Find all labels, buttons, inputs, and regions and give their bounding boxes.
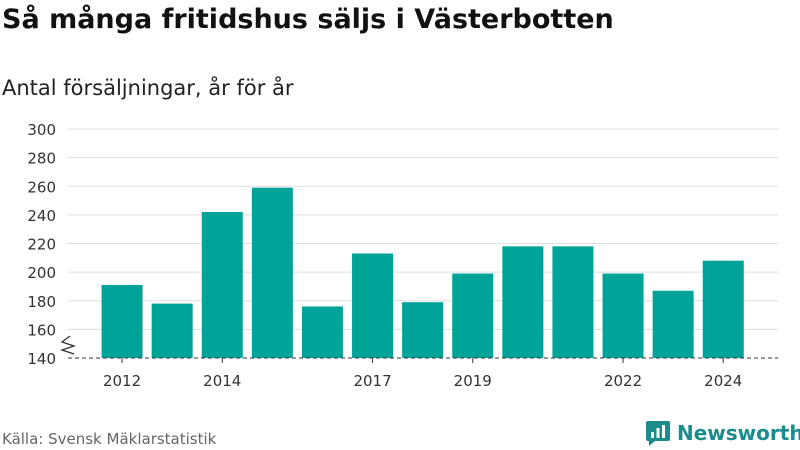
bar [402, 302, 444, 358]
bar [352, 253, 394, 358]
axis-break-icon [59, 335, 77, 355]
y-tick-label: 140 [27, 350, 56, 368]
bar [301, 306, 343, 358]
chart-title: Så många fritidshus säljs i Västerbotten [2, 4, 614, 35]
y-tick-label: 300 [27, 121, 56, 139]
newsworthy-logo-icon [646, 421, 670, 446]
x-tick-label: 2012 [103, 372, 141, 390]
bar [151, 303, 193, 358]
brand-logo: Newsworthy [645, 419, 800, 447]
source-note: Källa: Svensk Mäklarstatistik [2, 430, 217, 448]
bar [652, 290, 694, 358]
bar [251, 187, 293, 358]
bar [602, 273, 644, 358]
y-tick-label: 260 [27, 178, 56, 196]
bar [502, 246, 544, 358]
brand-name: Newsworthy [677, 421, 800, 445]
bar [452, 273, 494, 358]
y-tick-label: 220 [27, 236, 56, 254]
y-tick-label: 240 [27, 207, 56, 225]
x-tick-label: 2022 [604, 372, 642, 390]
y-tick-label: 200 [27, 264, 56, 282]
x-tick-label: 2019 [454, 372, 492, 390]
chart-subtitle: Antal försäljningar, år för år [2, 76, 294, 100]
x-tick-label: 2014 [203, 372, 241, 390]
y-tick-label: 280 [27, 150, 56, 168]
y-tick-label: 160 [27, 321, 56, 339]
bar [552, 246, 594, 358]
y-tick-label: 180 [27, 293, 56, 311]
bar-chart: 140 160 180 200 220 240 260 280 300 2012 2014 2017 2… [27, 121, 778, 390]
bar [101, 285, 143, 358]
bar [201, 212, 243, 358]
x-tick-label: 2024 [704, 372, 742, 390]
bar [702, 260, 744, 358]
x-tick-label: 2017 [353, 372, 391, 390]
